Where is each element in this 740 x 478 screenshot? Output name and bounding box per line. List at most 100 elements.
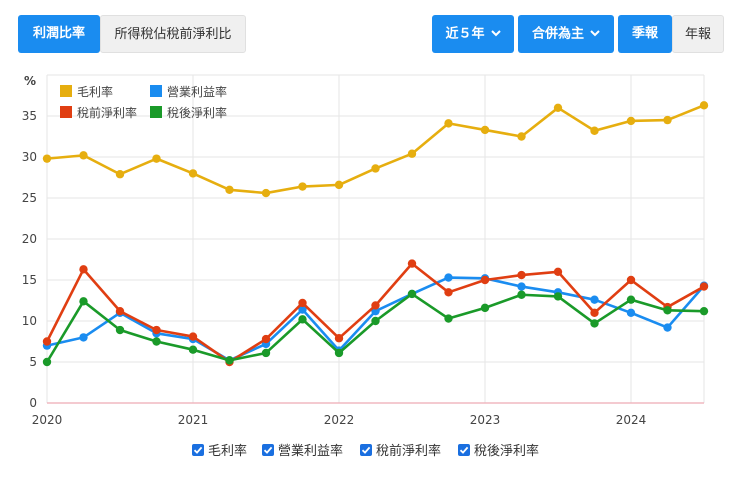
checkbox-checked-icon[interactable] — [192, 444, 204, 456]
data-point — [115, 325, 125, 335]
data-point — [407, 289, 417, 299]
data-point — [517, 132, 526, 141]
series-毛利率 — [42, 101, 709, 198]
y-tick-label: 15 — [22, 273, 37, 287]
data-point — [225, 185, 234, 194]
data-point — [152, 337, 161, 346]
data-point — [298, 182, 307, 191]
x-tick-label: 2024 — [616, 413, 647, 427]
data-point — [553, 292, 563, 301]
legend-swatch — [60, 85, 72, 97]
series-toggle[interactable]: 稅前淨利率 — [360, 443, 441, 461]
data-point — [261, 348, 271, 358]
tab-income-tax-ratio[interactable]: 所得稅佔稅前淨利比 — [100, 15, 246, 53]
x-tick-label: 2023 — [470, 413, 501, 427]
y-tick-label: 10 — [22, 314, 37, 328]
data-point — [444, 314, 453, 323]
data-point — [407, 259, 417, 268]
data-point — [371, 316, 380, 326]
legend-swatch — [60, 106, 72, 118]
checkbox-checked-icon[interactable] — [360, 444, 372, 456]
scope-dropdown-label: 合併為主 — [531, 26, 584, 42]
series-toggle-label: 稅後淨利率 — [474, 444, 540, 459]
data-point — [553, 103, 563, 112]
data-point — [334, 348, 344, 358]
data-point — [371, 301, 380, 310]
checkbox-checked-icon[interactable] — [458, 444, 470, 456]
chart-grid — [46, 74, 705, 404]
chart-axes: 0 5 10 15 20 25 30 35% 2020 2021 2022 2023 2024 — [22, 74, 704, 427]
data-point — [699, 101, 709, 110]
data-point — [590, 126, 599, 135]
data-point — [371, 306, 380, 316]
data-point — [444, 119, 453, 128]
data-point — [152, 154, 161, 163]
data-point — [79, 151, 88, 160]
data-point — [407, 149, 417, 158]
legend-swatch — [150, 85, 162, 97]
data-point — [115, 306, 125, 316]
data-point — [444, 288, 453, 297]
series-toggle-legend: 毛利率 營業利益率 稅前淨利率 稅後淨利率 — [0, 440, 740, 464]
chart-series — [42, 101, 709, 367]
data-point — [663, 306, 672, 315]
series-toggle[interactable]: 稅後淨利率 — [458, 443, 539, 461]
data-point — [480, 275, 490, 285]
data-point — [42, 337, 52, 346]
chevron-down-icon — [490, 15, 501, 53]
data-point — [334, 334, 344, 343]
data-point — [590, 295, 599, 304]
legend-label: 稅後淨利率 — [167, 105, 227, 120]
quarterly-button[interactable]: 季報 — [618, 15, 672, 53]
data-point — [480, 125, 490, 135]
y-tick-label: 5 — [29, 355, 37, 369]
x-tick-label: 2021 — [178, 413, 209, 427]
scope-dropdown[interactable]: 合併為主 — [518, 15, 614, 53]
series-toggle[interactable]: 營業利益率 — [262, 443, 343, 461]
range-dropdown[interactable]: 近５年 — [432, 15, 514, 53]
data-point — [334, 180, 344, 190]
range-dropdown-label: 近５年 — [445, 26, 485, 42]
data-point — [626, 308, 636, 317]
y-tick-label: 35 — [22, 109, 37, 123]
series-toggle-label: 稅前淨利率 — [376, 444, 442, 459]
data-point — [517, 290, 526, 299]
x-tick-label: 2020 — [32, 413, 63, 427]
data-point — [663, 323, 672, 332]
data-point — [517, 270, 526, 280]
checkbox-checked-icon[interactable] — [262, 444, 274, 456]
data-point — [261, 334, 271, 344]
data-point — [42, 357, 52, 367]
data-point — [115, 170, 125, 179]
series-稅前淨利率 — [42, 259, 709, 367]
toolbar: 利潤比率 所得稅佔稅前淨利比 近５年 合併為主 季報 年報 — [0, 15, 740, 53]
data-point — [298, 305, 307, 314]
series-toggle-label: 毛利率 — [208, 444, 248, 459]
data-point — [517, 282, 526, 291]
data-point — [79, 265, 88, 274]
series-toggle-label: 營業利益率 — [278, 444, 344, 459]
data-point — [188, 169, 198, 178]
yearly-button[interactable]: 年報 — [672, 15, 724, 53]
data-point — [663, 115, 672, 125]
legend-label: 毛利率 — [77, 84, 113, 99]
data-point — [626, 116, 636, 126]
data-point — [626, 275, 636, 285]
legend-swatch — [150, 106, 162, 118]
legend-label: 稅前淨利率 — [77, 105, 137, 120]
data-point — [590, 319, 599, 328]
y-unit-label: % — [24, 74, 36, 88]
data-point — [261, 188, 271, 198]
data-point — [79, 333, 88, 342]
data-point — [626, 295, 636, 304]
data-point — [225, 356, 234, 365]
legend-label: 營業利益率 — [167, 84, 227, 99]
data-point — [480, 303, 490, 313]
series-稅後淨利率 — [42, 289, 709, 367]
series-toggle[interactable]: 毛利率 — [192, 443, 247, 461]
chevron-down-icon — [590, 15, 600, 53]
data-point — [699, 282, 709, 291]
tab-profit-margin[interactable]: 利潤比率 — [18, 15, 100, 53]
y-tick-label: 30 — [22, 150, 37, 164]
